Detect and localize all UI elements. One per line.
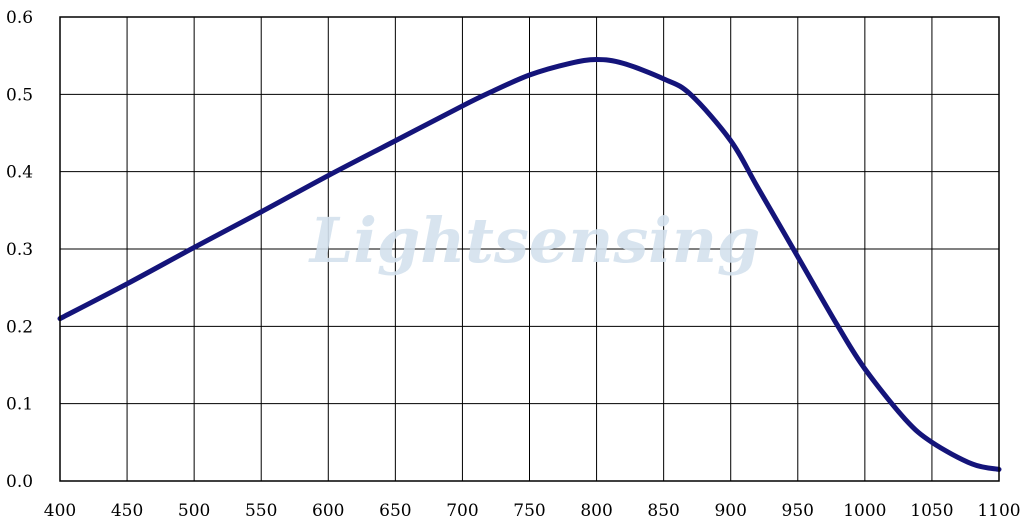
x-tick-label: 700 [446, 501, 478, 521]
y-tick-label: 0.2 [6, 317, 33, 337]
x-tick-label: 1100 [977, 501, 1020, 521]
y-tick-label: 0.5 [6, 85, 33, 105]
y-tick-label: 0.0 [6, 472, 33, 492]
x-tick-label: 750 [513, 501, 545, 521]
y-axis-ticks: 0.0 0.1 0.2 0.3 0.4 0.5 0.6 [6, 8, 33, 492]
x-tick-label: 800 [580, 501, 612, 521]
x-tick-label: 1000 [843, 501, 886, 521]
series-line [57, 57, 1002, 472]
plot-frame [59, 16, 1000, 482]
x-tick-label: 450 [111, 501, 143, 521]
series-group [57, 57, 1002, 472]
x-tick-label: 550 [245, 501, 277, 521]
x-tick-label: 900 [714, 501, 746, 521]
y-tick-label: 0.1 [6, 395, 33, 415]
x-tick-label: 650 [379, 501, 411, 521]
x-tick-label: 850 [647, 501, 679, 521]
y-tick-label: 0.4 [6, 163, 33, 183]
x-tick-label: 500 [178, 501, 210, 521]
x-tick-label: 400 [44, 501, 76, 521]
x-tick-label: 950 [782, 501, 814, 521]
x-tick-label: 1050 [910, 501, 953, 521]
y-tick-label: 0.6 [6, 8, 33, 28]
x-axis-ticks: 400 450 500 550 600 650 700 750 800 850 900 950 1000… [44, 501, 1021, 521]
x-tick-label: 600 [312, 501, 344, 521]
watermark-text: Lightsensing [308, 204, 761, 277]
y-tick-label: 0.3 [6, 240, 33, 260]
